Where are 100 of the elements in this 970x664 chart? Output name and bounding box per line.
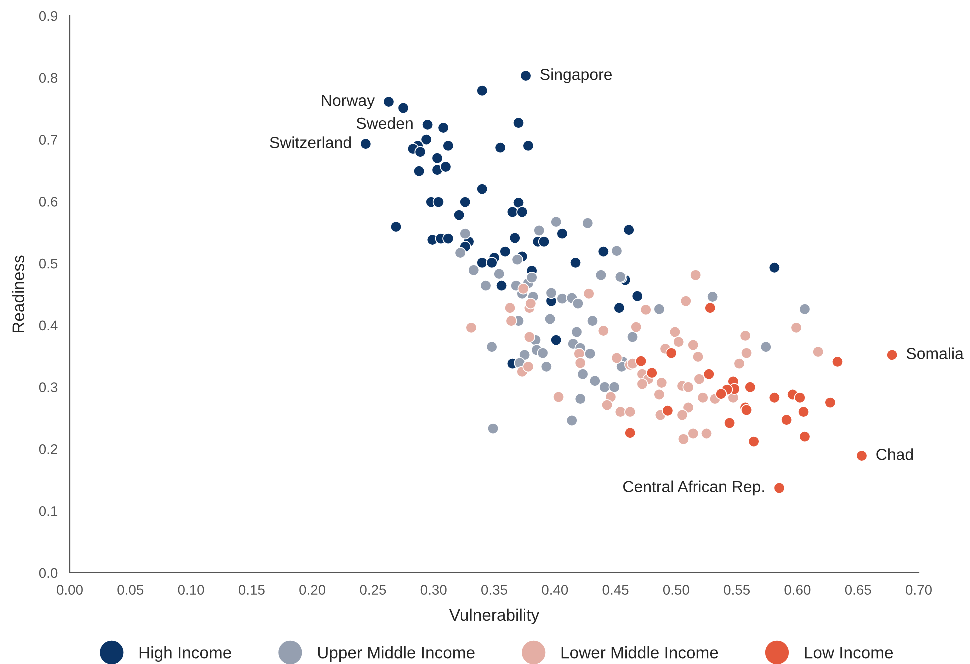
point	[572, 298, 584, 310]
point	[476, 183, 488, 196]
point	[724, 417, 736, 430]
point	[432, 196, 445, 208]
point	[626, 331, 639, 343]
point	[566, 414, 578, 427]
point	[656, 377, 668, 389]
point	[538, 236, 550, 248]
point	[504, 302, 516, 314]
point	[420, 134, 432, 146]
point	[636, 378, 648, 390]
x-tick-label: 0.70	[906, 585, 932, 596]
x-tick-label: 0.60	[784, 585, 811, 596]
point	[577, 368, 589, 380]
point	[526, 272, 538, 284]
point	[476, 85, 488, 97]
point	[476, 257, 488, 269]
point	[544, 313, 556, 326]
point	[589, 375, 601, 387]
point	[798, 406, 810, 418]
x-tick-label: 0.45	[602, 585, 629, 596]
point	[540, 361, 552, 373]
x-tick-label: 0.00	[57, 585, 83, 596]
point	[383, 96, 395, 108]
point	[525, 298, 537, 310]
point	[697, 392, 709, 404]
point	[486, 341, 498, 353]
point	[703, 368, 715, 380]
point	[748, 436, 760, 448]
x-tick-label: 0.35	[482, 585, 508, 596]
point	[690, 270, 702, 282]
point	[740, 347, 753, 360]
point	[734, 358, 746, 370]
point	[799, 304, 811, 316]
point	[768, 392, 780, 404]
point	[422, 119, 434, 131]
point	[520, 70, 532, 82]
annotation: Singapore	[540, 68, 612, 84]
point	[654, 388, 666, 401]
point	[632, 290, 644, 302]
point	[360, 138, 372, 150]
point	[398, 102, 410, 114]
point	[768, 262, 780, 274]
point	[522, 361, 534, 373]
point	[886, 349, 898, 361]
point	[716, 388, 728, 400]
point	[669, 326, 682, 338]
point	[599, 382, 611, 394]
point	[640, 304, 652, 316]
point	[486, 257, 498, 269]
point	[487, 423, 500, 435]
annotation: Switzerland	[270, 136, 352, 148]
point	[516, 206, 528, 218]
point	[509, 232, 521, 244]
point	[608, 382, 620, 394]
point	[688, 428, 700, 440]
point	[546, 287, 558, 300]
point	[584, 348, 596, 360]
point	[614, 302, 626, 314]
point	[468, 264, 480, 276]
point	[440, 161, 452, 173]
point	[595, 270, 608, 282]
point	[740, 404, 753, 416]
point	[512, 197, 525, 209]
point	[512, 117, 525, 129]
point	[519, 349, 531, 361]
point	[635, 356, 648, 368]
x-tick-label: 0.30	[420, 585, 447, 596]
legend-label: Upper Middle Income	[318, 646, 475, 662]
x-tick-label: 0.40	[542, 585, 568, 596]
point	[390, 221, 402, 233]
point	[570, 257, 582, 269]
point	[500, 246, 512, 258]
legend-label: Lower Middle Income	[562, 646, 718, 659]
y-tick-label: 0.4	[39, 320, 58, 331]
point	[799, 431, 811, 443]
point	[744, 382, 756, 394]
point	[432, 152, 444, 164]
point	[682, 382, 694, 394]
point	[506, 315, 518, 327]
point	[646, 367, 658, 379]
point	[623, 224, 635, 236]
x-tick-label: 0.50	[663, 585, 690, 596]
point	[611, 245, 623, 257]
legend-label: High Income	[140, 646, 232, 662]
point	[571, 326, 583, 338]
point	[442, 140, 454, 152]
point	[692, 351, 704, 363]
point	[574, 393, 586, 405]
point	[460, 228, 472, 240]
point	[454, 247, 466, 259]
point	[694, 373, 706, 386]
point	[624, 427, 636, 439]
point	[704, 302, 716, 314]
point	[680, 296, 692, 308]
point	[574, 348, 586, 360]
y-tick-label: 0.8	[39, 73, 58, 84]
point	[630, 322, 642, 334]
point	[534, 224, 546, 237]
point	[586, 315, 599, 327]
